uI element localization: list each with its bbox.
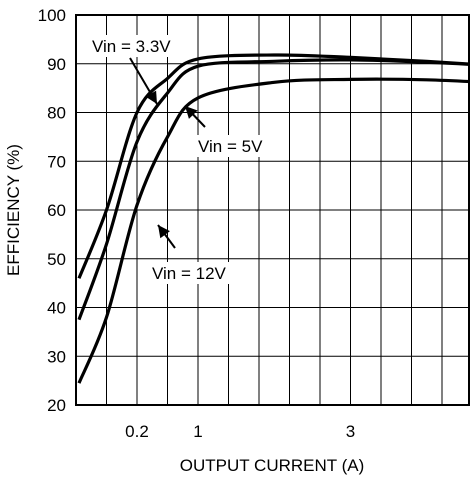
annotation-label: Vin = 3.3V	[92, 37, 171, 56]
grid-lines	[75, 14, 469, 406]
y-tick-label: 80	[47, 104, 66, 123]
arrowhead-icon	[185, 106, 198, 119]
annotation-bg	[90, 35, 194, 57]
x-tick-label: 0.2	[125, 422, 149, 441]
annotations: Vin = 3.3V Vin = 5V Vin = 12V	[90, 35, 284, 284]
arrowhead-icon	[145, 90, 157, 104]
annotation-bg	[196, 135, 284, 157]
y-tick-label: 50	[47, 250, 66, 269]
y-tick-label: 90	[47, 55, 66, 74]
y-tick-label: 100	[38, 6, 66, 25]
y-axis-label: EFFICIENCY (%)	[4, 144, 23, 276]
series-line-3	[77, 77, 470, 384]
y-tick-label: 30	[47, 347, 66, 366]
y-tick-label: 20	[47, 396, 66, 415]
annotation-bg	[150, 262, 242, 284]
series-line-1	[77, 53, 470, 279]
x-tick-label: 3	[346, 422, 355, 441]
y-tick-labels: 20 30 40 50 60 70 80 90 100	[38, 6, 66, 415]
y-tick-label: 70	[47, 152, 66, 171]
annotation-label: Vin = 5V	[198, 137, 263, 156]
plot-frame	[75, 14, 470, 406]
y-tick-label: 60	[47, 201, 66, 220]
x-tick-label: 1	[193, 422, 202, 441]
series-lines	[77, 53, 470, 384]
annotation-label: Vin = 12V	[152, 264, 227, 283]
x-tick-labels: 0.213579	[125, 422, 355, 441]
y-tick-label: 40	[47, 299, 66, 318]
x-axis-label: OUTPUT CURRENT (A)	[180, 456, 365, 475]
series-line-2	[77, 58, 470, 321]
arrowhead-icon	[158, 225, 170, 239]
